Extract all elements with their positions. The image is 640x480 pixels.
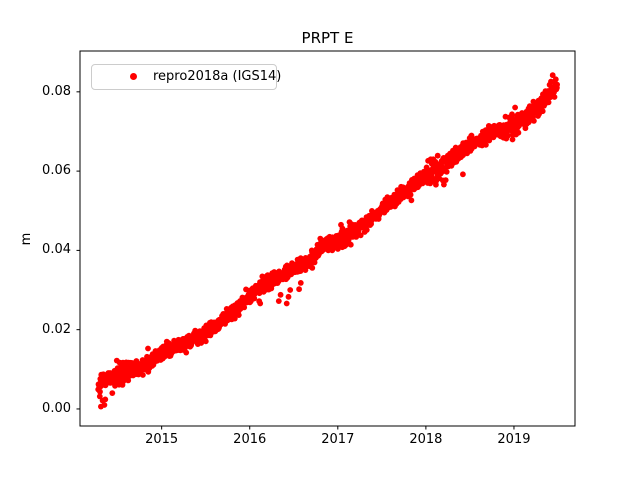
scatter-points-series bbox=[95, 72, 560, 410]
y-tick-label: 0.00 bbox=[42, 400, 71, 416]
legend-dot-marker-icon bbox=[130, 73, 137, 80]
y-tick-label: 0.08 bbox=[42, 83, 71, 99]
y-tick-label: 0.06 bbox=[42, 163, 71, 179]
legend-label: repro2018a (IGS14) bbox=[153, 69, 282, 84]
chart-title: PRPT E bbox=[301, 29, 354, 47]
y-tick-label: 0.02 bbox=[42, 321, 71, 337]
y-axis-label: m bbox=[19, 232, 34, 246]
x-tick-label: 2015 bbox=[145, 432, 179, 447]
x-tick-label: 2019 bbox=[497, 432, 531, 447]
axes-spines bbox=[79, 50, 576, 427]
y-tick-label: 0.04 bbox=[42, 242, 71, 258]
axis-ticks bbox=[76, 91, 515, 430]
x-tick-label: 2016 bbox=[233, 432, 267, 447]
x-tick-label: 2017 bbox=[321, 432, 355, 447]
legend: repro2018a (IGS14) bbox=[91, 64, 281, 90]
x-tick-label: 2018 bbox=[409, 432, 443, 447]
